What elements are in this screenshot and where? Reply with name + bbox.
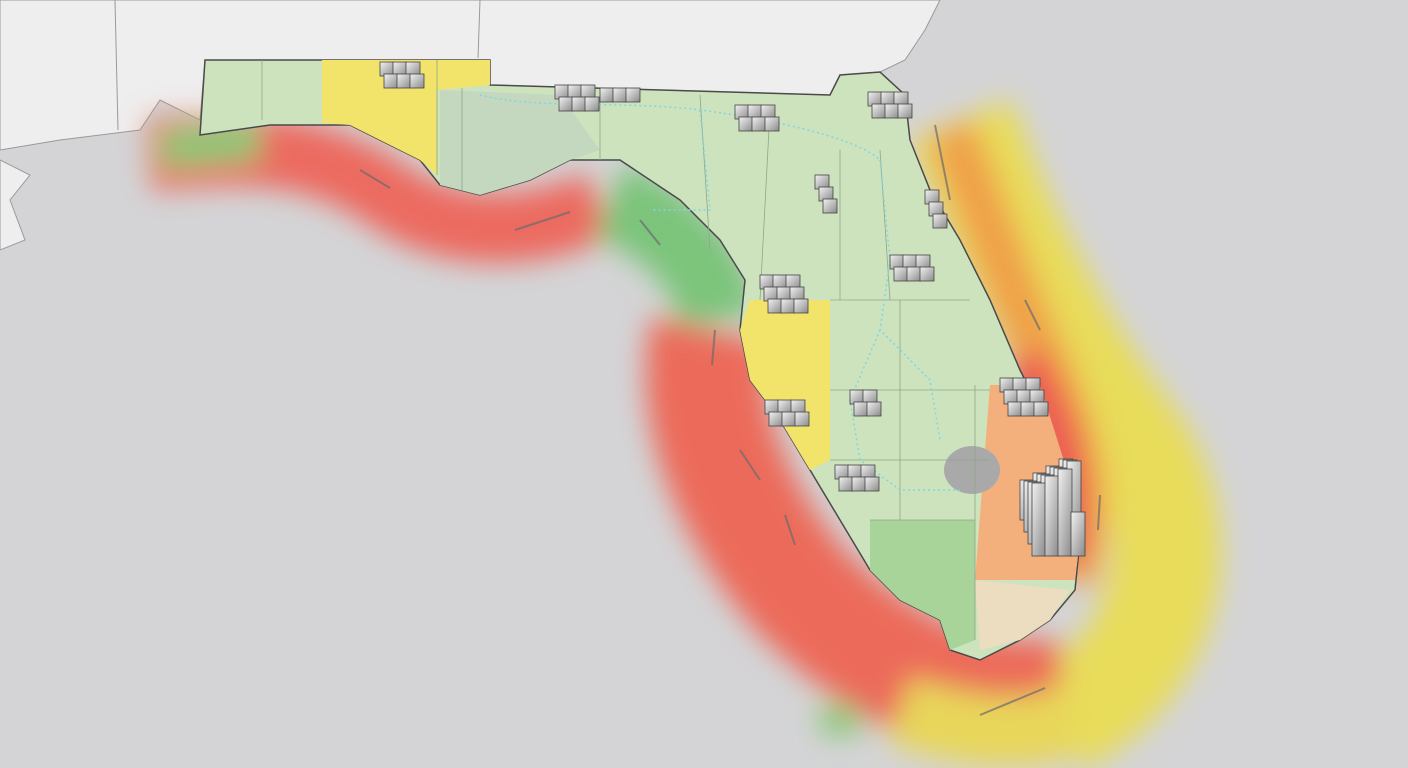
building xyxy=(897,103,913,119)
building xyxy=(871,103,887,119)
building xyxy=(822,198,838,214)
county-yellow xyxy=(740,300,830,470)
building xyxy=(768,411,784,427)
building xyxy=(1020,401,1036,417)
building xyxy=(383,73,399,89)
building xyxy=(1007,401,1023,417)
building xyxy=(764,116,780,132)
building-clusters xyxy=(379,61,1086,557)
building xyxy=(838,476,854,492)
building xyxy=(793,298,809,314)
building xyxy=(866,401,882,417)
county-lines xyxy=(261,60,990,640)
surge-arrows xyxy=(359,124,1101,716)
surge-band-green xyxy=(593,163,760,329)
building xyxy=(396,73,412,89)
building xyxy=(1044,475,1060,557)
state-border xyxy=(477,0,481,59)
building xyxy=(571,96,587,112)
building xyxy=(584,96,600,112)
building xyxy=(1033,401,1049,417)
building xyxy=(751,116,767,132)
building xyxy=(919,266,935,282)
state-border xyxy=(114,0,119,131)
building xyxy=(612,87,628,103)
building xyxy=(780,298,796,314)
building xyxy=(851,476,867,492)
building xyxy=(893,266,909,282)
coast-islands xyxy=(0,159,31,251)
building xyxy=(1057,468,1073,557)
building xyxy=(932,213,948,229)
building xyxy=(767,298,783,314)
building xyxy=(906,266,922,282)
building xyxy=(599,87,615,103)
county-gray xyxy=(440,90,600,195)
county-yellow xyxy=(322,60,490,175)
building xyxy=(781,411,797,427)
building xyxy=(558,96,574,112)
county-green xyxy=(870,520,975,650)
lake-okeechobee xyxy=(944,446,1000,494)
building xyxy=(1070,511,1086,557)
surge-band-yellow xyxy=(888,676,1083,766)
building xyxy=(884,103,900,119)
building xyxy=(864,476,880,492)
surge-band-green xyxy=(158,120,262,170)
building xyxy=(1031,482,1047,557)
rivers xyxy=(479,94,960,491)
building xyxy=(625,87,641,103)
building xyxy=(738,116,754,132)
building xyxy=(853,401,869,417)
building xyxy=(794,411,810,427)
county-tan xyxy=(975,580,1070,650)
building xyxy=(409,73,425,89)
